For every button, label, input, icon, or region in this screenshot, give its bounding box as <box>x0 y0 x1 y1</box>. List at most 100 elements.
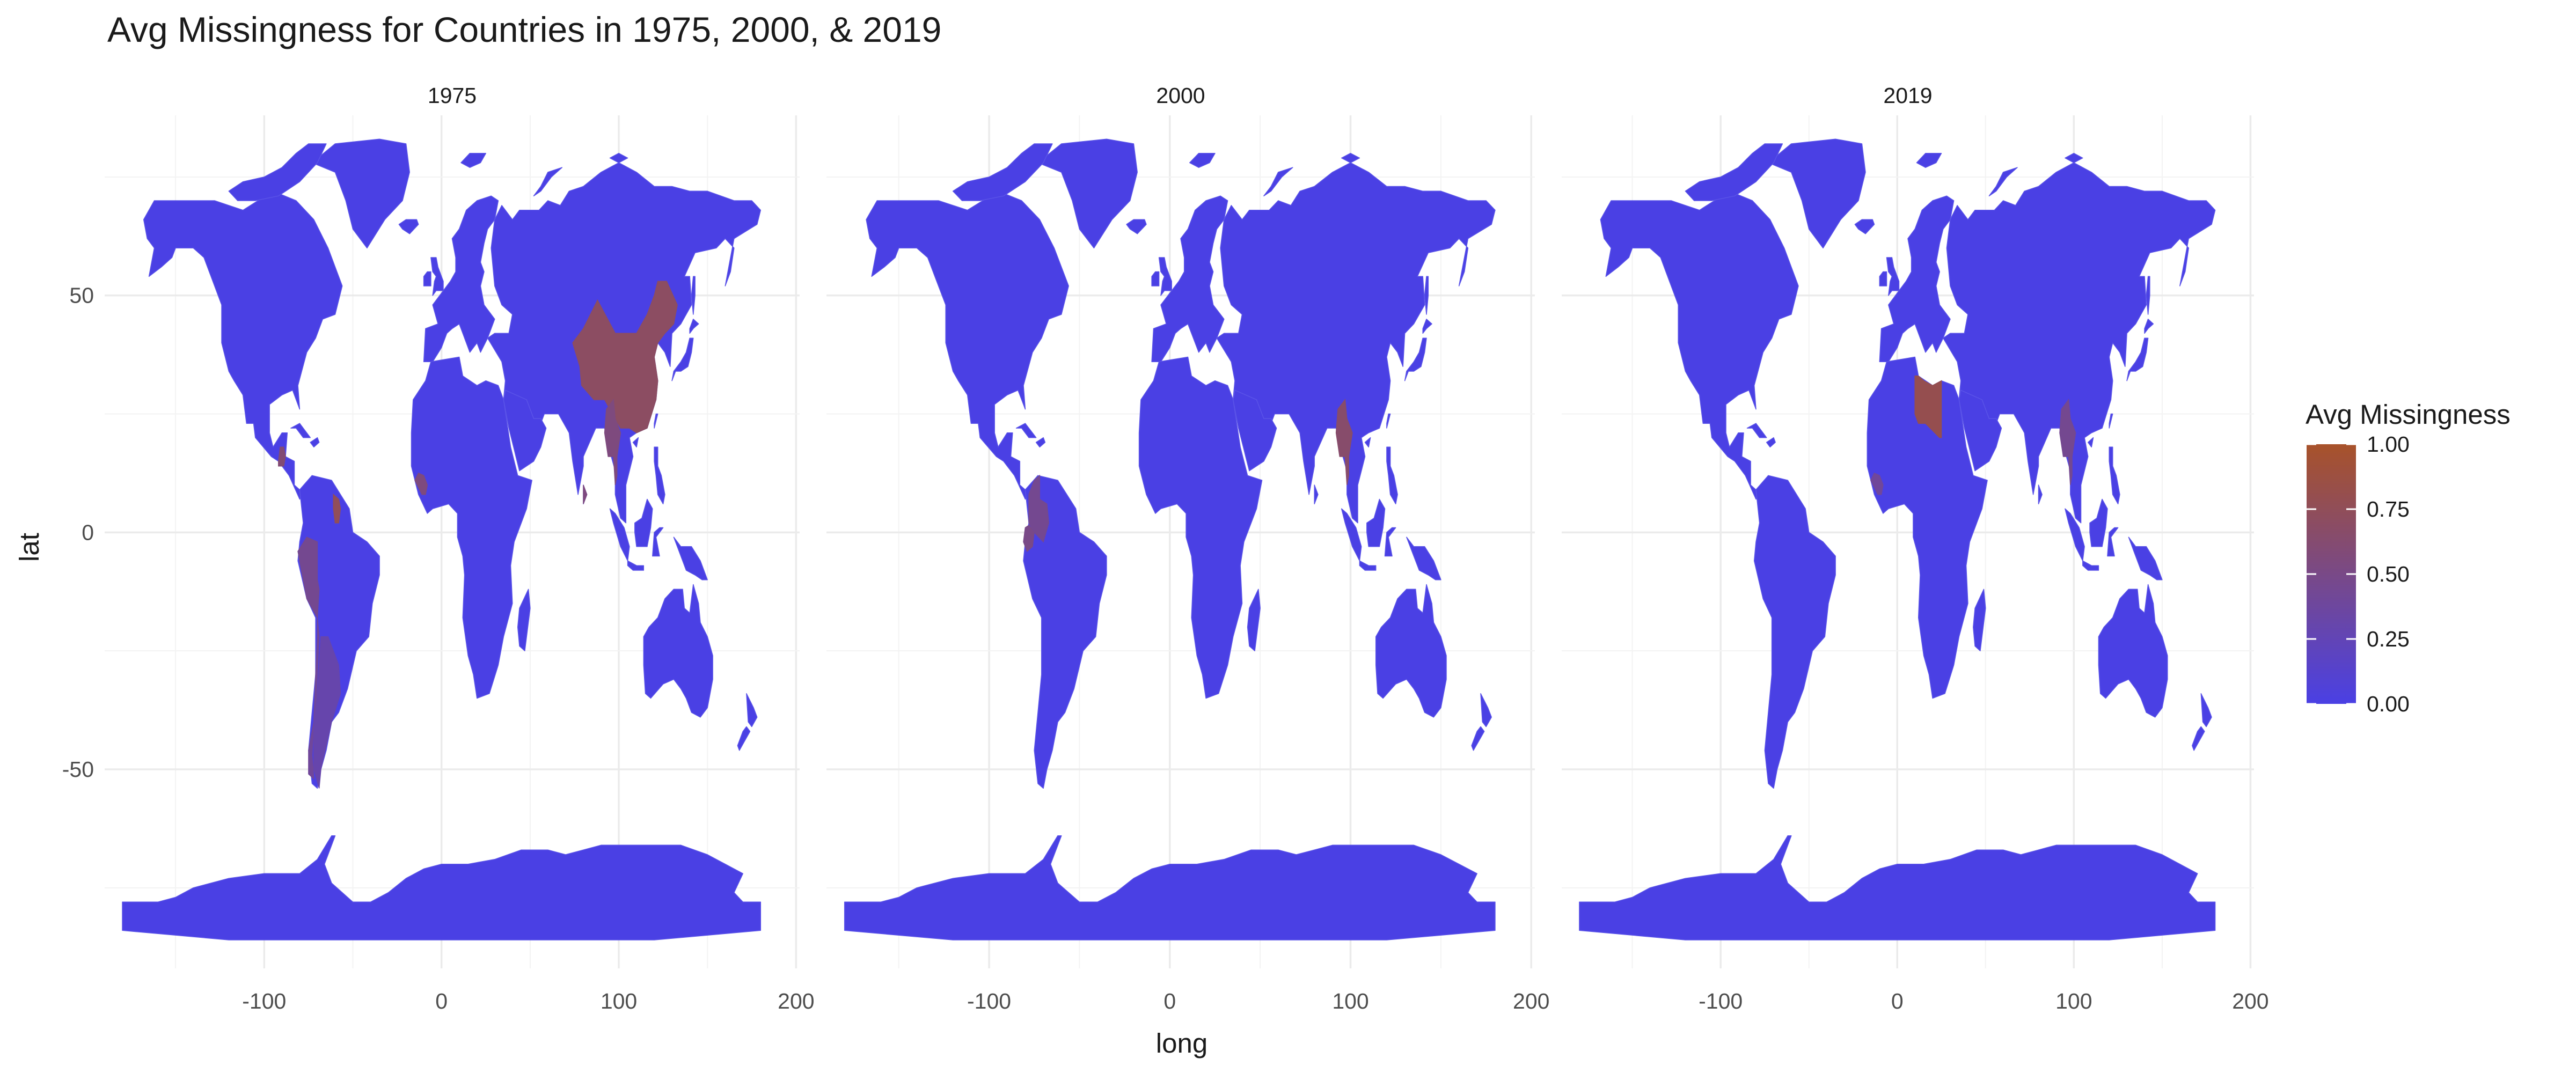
landmass-hispaniola <box>1766 437 1776 448</box>
x-tick-label: 0 <box>1891 989 1904 1013</box>
y-axis-title: lat <box>14 533 45 562</box>
landmass-canadian-arctic <box>952 143 1053 201</box>
landmass-sakhalin <box>2146 276 2150 315</box>
region-myanmar <box>2059 398 2076 486</box>
landmass-new-guinea <box>1406 536 1441 580</box>
x-tick-label: 200 <box>778 989 814 1013</box>
landmass-north-america <box>866 190 1069 500</box>
landmass-arabia <box>1232 389 1277 472</box>
landmass-sumatra <box>1341 508 1362 562</box>
landmass-novaya-zemlya <box>533 167 563 196</box>
landmass-sumatra <box>609 508 630 562</box>
landmass-new-zealand-south <box>1471 726 1485 751</box>
landmass-japan <box>671 337 694 381</box>
landmass-iceland <box>1126 219 1147 234</box>
land-layer <box>844 138 1496 940</box>
landmass-europe <box>1151 195 1228 363</box>
landmass-new-zealand-north <box>2200 693 2212 727</box>
x-tick-label: 200 <box>2232 989 2268 1013</box>
legend-tick-label: 0.50 <box>2367 562 2410 586</box>
landmass-hispaniola <box>310 437 320 448</box>
region-guinea <box>414 472 428 495</box>
landmass-ireland <box>1879 271 1887 286</box>
x-tick-label: -100 <box>967 989 1011 1013</box>
legend-tick-label: 0.25 <box>2367 627 2410 651</box>
color-legend: Avg Missingness 0.00 0.25 0.50 0.75 1.00 <box>2306 399 2511 716</box>
landmass-madagascar <box>1247 589 1261 651</box>
region-myanmar <box>1335 399 1353 486</box>
landmass-hainan <box>1364 437 1371 448</box>
landmass-asia <box>1216 162 1496 524</box>
landmass-arabia <box>1958 389 2002 472</box>
landmass-south-america <box>1753 475 1836 789</box>
landmass-sri-lanka <box>1314 484 1319 505</box>
facet-panel-2000: 2000 -100 0 100 200 <box>826 83 1549 1013</box>
landmass-severnaya-zemlya <box>609 152 628 164</box>
facet-strip-label: 2019 <box>1883 83 1932 108</box>
landmass-hainan <box>2087 437 2094 448</box>
landmass-svalbard <box>1916 152 1942 168</box>
landmass-borneo <box>1366 498 1386 547</box>
landmass-borneo <box>634 498 653 547</box>
region-sri-lanka <box>583 484 588 504</box>
region-peru <box>297 536 320 619</box>
landmass-iceland <box>398 219 419 234</box>
landmass-severnaya-zemlya <box>2065 152 2083 164</box>
y-tick-label: 0 <box>82 520 94 545</box>
region-china <box>572 281 678 433</box>
landmass-sumatra <box>2065 508 2085 562</box>
landmass-novaya-zemlya <box>1988 167 2018 196</box>
landmass-borneo <box>2089 498 2108 547</box>
missingness-regions <box>278 281 678 789</box>
region-libya <box>1914 376 1942 438</box>
landmass-sulawesi <box>652 527 664 557</box>
landmass-cuba <box>290 423 311 438</box>
x-tick-label: -100 <box>1699 989 1743 1013</box>
x-tick-label: 100 <box>601 989 637 1013</box>
landmass-south-america <box>1023 475 1107 789</box>
landmass-north-america <box>143 190 343 500</box>
landmass-new-zealand-north <box>1480 693 1492 727</box>
facet-strip-label: 1975 <box>428 83 477 108</box>
landmass-new-guinea <box>2128 536 2163 580</box>
landmass-antarctica <box>844 835 1496 940</box>
landmass-arabia <box>503 389 547 472</box>
landmass-java <box>627 560 645 571</box>
x-axis-title: long <box>1156 1028 1208 1059</box>
landmass-taiwan <box>2109 413 2113 429</box>
landmass-antarctica <box>122 835 762 940</box>
landmass-cuba <box>1015 423 1037 438</box>
landmass-canadian-arctic <box>228 143 327 201</box>
chart-title: Avg Missingness for Countries in 1975, 2… <box>107 10 941 49</box>
landmass-iceland <box>1854 219 1875 234</box>
region-argentina <box>313 636 341 789</box>
landmass-ireland <box>1151 271 1160 286</box>
landmass-sulawesi <box>1384 527 1396 557</box>
landmass-japan <box>2126 337 2149 381</box>
missingness-regions <box>1870 376 2076 495</box>
landmass-hokkaido <box>1422 319 1432 334</box>
landmass-europe <box>423 195 499 363</box>
legend-tick-label: 0.75 <box>2367 497 2410 521</box>
landmass-hokkaido <box>2144 319 2154 334</box>
x-tick-label: 0 <box>435 989 448 1013</box>
region-guatemala <box>278 446 286 467</box>
legend-title: Avg Missingness <box>2306 399 2511 430</box>
landmass-severnaya-zemlya <box>1341 152 1360 164</box>
landmass-north-america <box>1600 190 1799 500</box>
landmass-united-kingdom <box>430 257 444 296</box>
x-tick-label: -100 <box>242 989 286 1013</box>
landmass-asia <box>1943 162 2216 524</box>
landmass-africa <box>1867 356 1988 699</box>
region-colombia <box>1028 474 1049 543</box>
landmass-australia <box>2098 584 2168 718</box>
land-layer <box>1579 138 2216 940</box>
legend-tick-label: 0.00 <box>2367 692 2410 716</box>
missingness-regions <box>1023 399 1353 552</box>
region-guyana <box>333 494 341 524</box>
landmass-svalbard <box>460 152 487 168</box>
facet-panel-1975: 1975 -100 0 100 200 -50 0 50 <box>62 83 815 1013</box>
landmass-java <box>2082 560 2099 571</box>
landmass-java <box>1359 560 1377 571</box>
